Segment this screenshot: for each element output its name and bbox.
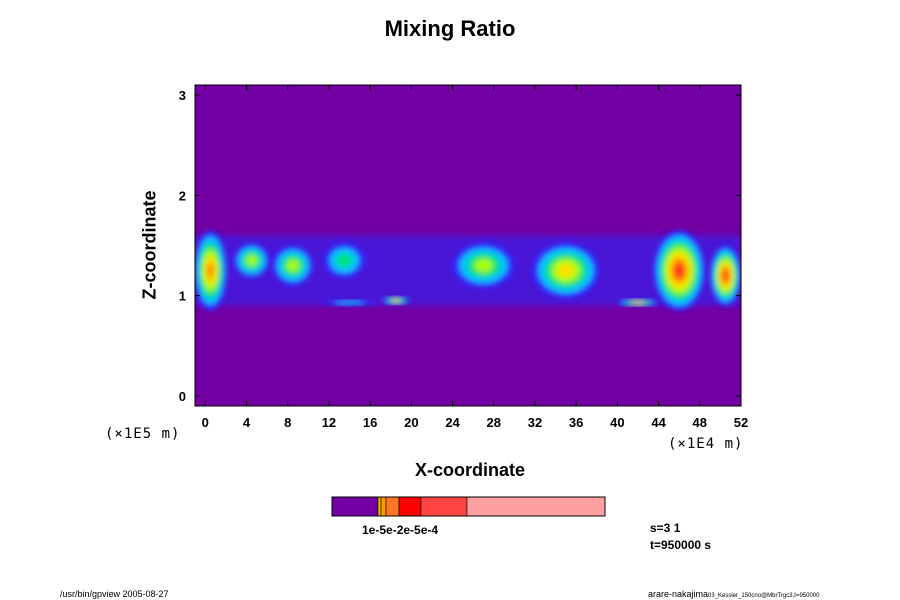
cloud-band — [195, 230, 741, 311]
cloud-cell — [323, 242, 365, 279]
plot-frame — [194, 84, 742, 407]
x-tick-label: 12 — [322, 415, 336, 430]
chart-title: Mixing Ratio — [384, 16, 516, 41]
x-axis-label: X-coordinate — [414, 460, 525, 480]
colorbar — [331, 496, 606, 517]
colorbar-label: 1e-5e-2e-5e-4 — [362, 523, 439, 537]
cloud-contour — [474, 258, 493, 273]
x-tick-label: 40 — [610, 415, 624, 430]
x-tick-label: 4 — [243, 415, 251, 430]
cloud-cell — [382, 296, 410, 305]
info-panel: s=3 1 t=950000 s — [650, 520, 711, 554]
x-tick-label: 16 — [363, 415, 377, 430]
x-tick-label: 0 — [202, 415, 209, 430]
colorbar-segment — [385, 496, 400, 517]
cloud-cell — [272, 245, 314, 286]
footer-right-sub: 03_Kessler_150cno@MbrTrgc3,t=950000 — [708, 593, 820, 599]
y-tick-label: 3 — [179, 88, 186, 103]
footer-left: /usr/bin/gpview 2005-08-27 — [60, 589, 169, 599]
cloud-cell — [233, 242, 270, 279]
footer-right: arare-nakajima03_Kessler_150cno@MbrTrgc3… — [648, 589, 819, 599]
cloud-contour — [336, 253, 353, 268]
cloud-cell — [532, 242, 600, 299]
x-tick-label: 28 — [487, 415, 501, 430]
info-line-s: s=3 1 — [650, 521, 681, 535]
colorbar-frame — [331, 496, 606, 517]
y-tick-label: 0 — [179, 389, 186, 404]
y-tick-label: 2 — [179, 188, 186, 203]
colorbar-segment — [331, 496, 379, 517]
cloud-contour — [722, 270, 729, 281]
cloud-contour — [557, 263, 575, 278]
x-tick-label: 48 — [693, 415, 707, 430]
y-tick-label: 1 — [179, 289, 186, 304]
cloud-contour — [632, 301, 644, 305]
cloud-cell — [617, 299, 659, 307]
y-scale-label: (×1E5 m) — [105, 426, 181, 442]
cloud-cell — [323, 299, 376, 306]
colorbar-segment — [420, 496, 468, 517]
cloud-contour — [246, 255, 258, 266]
y-axis-label: Z-coordinate — [139, 190, 160, 300]
x-tick-label: 36 — [569, 415, 583, 430]
x-tick-label: 52 — [734, 415, 748, 430]
cloud-contour — [334, 300, 365, 305]
cloud-cell — [710, 245, 741, 306]
colorbar-segment — [377, 496, 382, 517]
cloud-contour — [286, 259, 300, 272]
x-scale-label: (×1E4 m) — [668, 436, 744, 452]
x-tick-label: 24 — [445, 415, 460, 430]
cloud-contour — [207, 262, 214, 279]
colorbar-segment — [380, 496, 387, 517]
cloud-contour — [392, 299, 400, 303]
colorbar-segment — [398, 496, 422, 517]
cloud-cell — [452, 242, 515, 289]
info-line-t: t=950000 s — [650, 538, 712, 552]
x-tick-label: 8 — [284, 415, 291, 430]
footer-right-main: arare-nakajima — [648, 589, 709, 599]
cloud-cell — [653, 230, 705, 311]
x-tick-label: 32 — [528, 415, 542, 430]
x-tick-label: 20 — [404, 415, 418, 430]
cloud-cell — [195, 230, 227, 311]
cloud-contour — [674, 263, 684, 278]
colorbar-segment — [466, 496, 606, 517]
x-tick-label: 44 — [651, 415, 666, 430]
